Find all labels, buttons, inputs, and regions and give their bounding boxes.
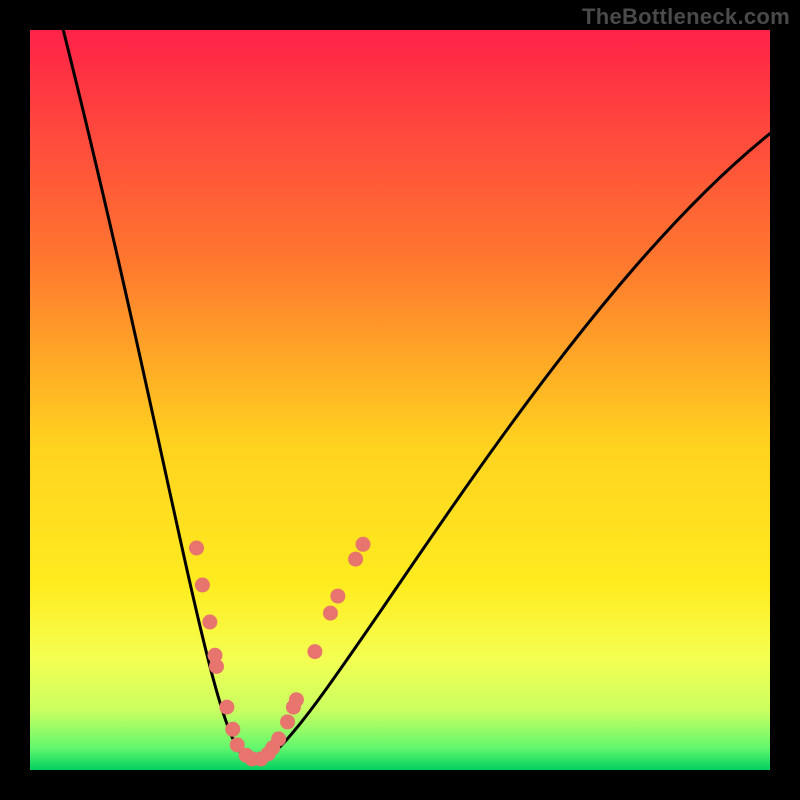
data-marker	[280, 714, 295, 729]
data-marker	[195, 578, 210, 593]
chart-root: TheBottleneck.com	[0, 0, 800, 800]
gradient-background	[30, 30, 770, 770]
data-marker	[189, 541, 204, 556]
data-marker	[225, 722, 240, 737]
data-marker	[323, 606, 338, 621]
data-marker	[202, 615, 217, 630]
data-marker	[209, 659, 224, 674]
data-marker	[356, 537, 371, 552]
data-marker	[330, 589, 345, 604]
data-marker	[289, 692, 304, 707]
data-marker	[271, 731, 286, 746]
data-marker	[307, 644, 322, 659]
data-marker	[219, 700, 234, 715]
chart-svg	[0, 0, 800, 800]
watermark-text: TheBottleneck.com	[582, 4, 790, 30]
data-marker	[348, 552, 363, 567]
